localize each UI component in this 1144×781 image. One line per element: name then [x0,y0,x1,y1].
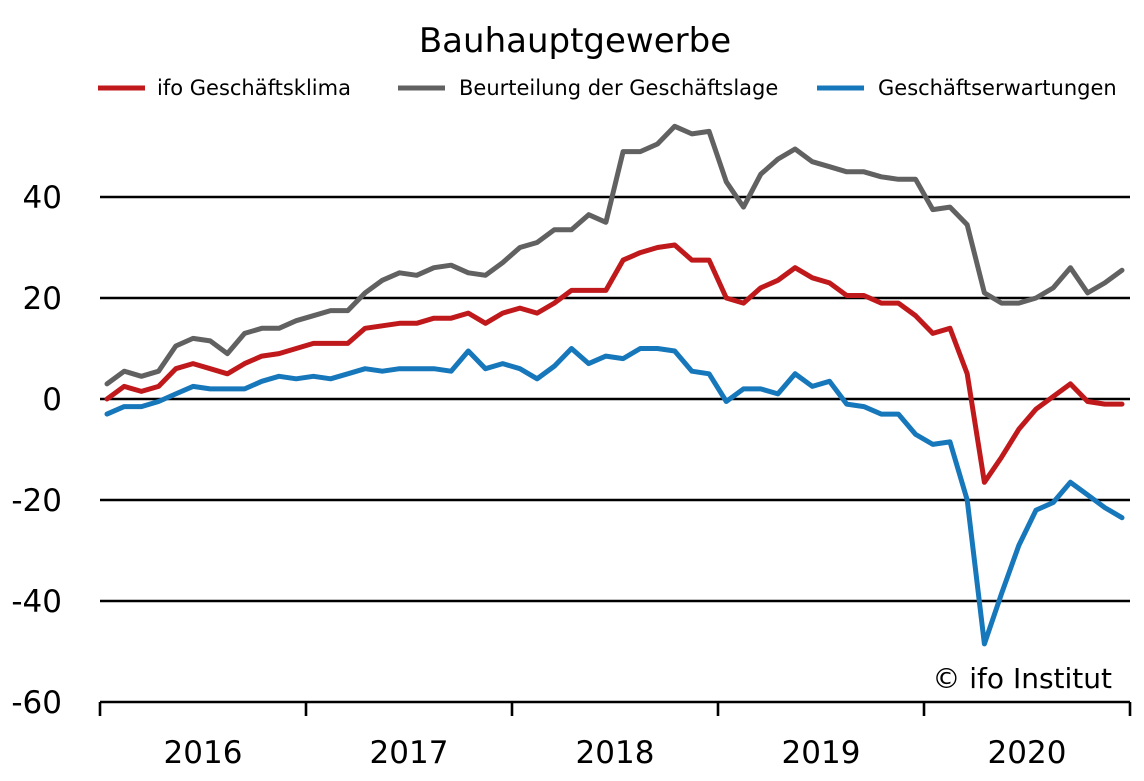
y-tick-label: 20 [23,281,62,317]
series-line-2 [107,126,1122,384]
x-tick-label: 2019 [782,735,861,771]
legend-label: ifo Geschäftsklima [157,76,351,100]
series-group [107,126,1122,644]
y-tick-label: -20 [11,483,62,519]
line-chart: Bauhauptgewerbe ifo Geschäftsklima Beurte… [0,0,1144,781]
x-tick-label: 2017 [370,735,449,771]
chart-title: Bauhauptgewerbe [419,21,731,61]
x-tick-label: 2016 [164,735,243,771]
x-axis: 2016 2017 2018 2019 2020 [100,702,1130,771]
watermark: © ifo Institut [932,662,1112,695]
x-tick-label: 2018 [576,735,655,771]
x-tick-label: 2020 [988,735,1067,771]
series-line-1 [107,245,1122,482]
y-axis-tick-labels: 40 20 0 -20 -40 -60 [11,180,62,721]
legend-label: Geschäftserwartungen [878,76,1117,100]
y-tick-label: 40 [23,180,62,216]
y-tick-label: -40 [11,584,62,620]
y-tick-label: 0 [42,382,62,418]
legend: ifo Geschäftsklima Beurteilung der Geschä… [98,76,1117,100]
y-tick-label: -60 [11,685,62,721]
legend-label: Beurteilung der Geschäftslage [459,76,778,100]
